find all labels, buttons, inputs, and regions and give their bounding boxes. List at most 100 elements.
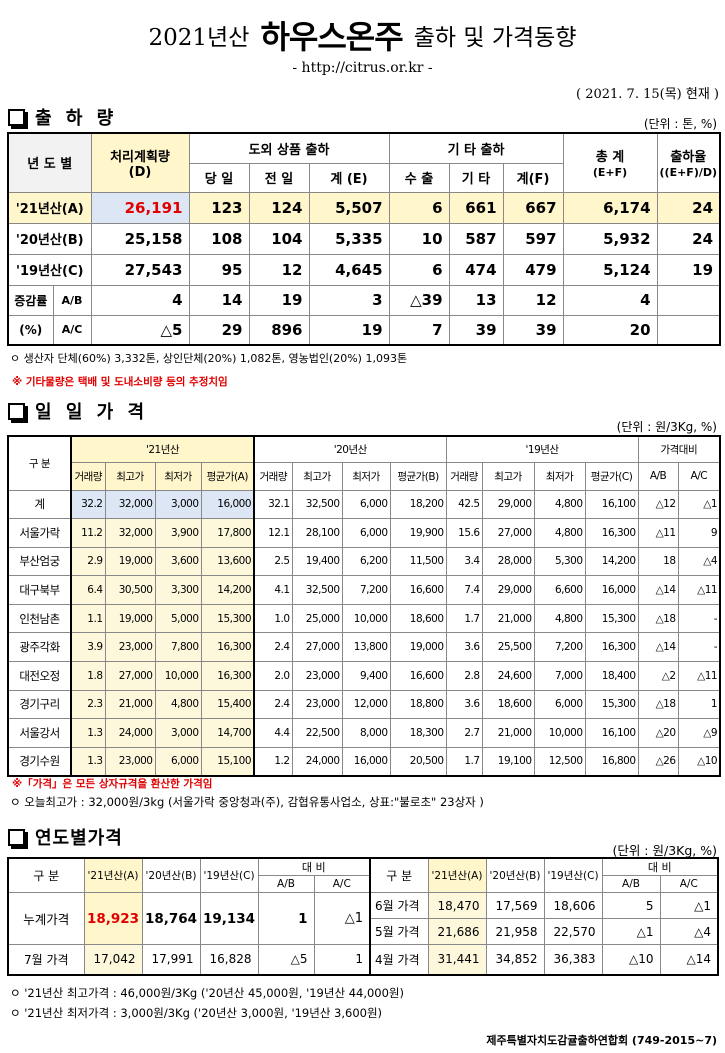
daily-market-name: 경기구리 (7, 689, 72, 720)
yearly-right-ab-header: A/B (601, 875, 661, 893)
shipping-export: 6 (388, 191, 450, 224)
col-sum-f-header: 계(F) (502, 162, 564, 193)
daily-max19: 29,000 (481, 575, 535, 605)
daily-price-unit: (단위 : 원/3Kg, %) (616, 420, 717, 434)
yearly-right-cell: 18,606 (543, 892, 603, 919)
shipping-daily: 123 (188, 191, 250, 224)
daily-max19: 24,600 (481, 661, 535, 691)
daily-avg19: 16,800 (584, 746, 639, 777)
checkbox-bullet-icon (8, 109, 25, 126)
shipping-sum_f: 667 (502, 191, 564, 224)
daily-v21: 1.3 (70, 746, 106, 777)
daily-market-name: 대전오정 (7, 661, 72, 691)
shipping-plan: 27,543 (90, 253, 190, 286)
daily-market-name: 인천남촌 (7, 603, 72, 634)
daily-vol20-header: 거래량 (253, 461, 293, 491)
yearly-left-cell: 19,134 (199, 892, 259, 945)
yearly-left-cell: 18,764 (141, 892, 201, 945)
daily-min21: 4,800 (154, 689, 202, 720)
shipping-daily: 108 (188, 222, 250, 255)
daily-avg20: 20,500 (389, 746, 447, 777)
daily-v20: 2.5 (253, 546, 293, 577)
daily-v21: 2.3 (70, 689, 106, 720)
col-prev-header: 전 일 (248, 162, 310, 193)
yearly-right-y19-header: '19년산(C) (543, 857, 603, 893)
daily-ab: △2 (637, 661, 679, 691)
daily-min21: 7,800 (154, 632, 202, 663)
shipping-prev: 19 (248, 284, 310, 316)
yearly-right-cell: △1 (601, 918, 661, 945)
daily-ac: △11 (677, 575, 721, 605)
daily-ab: △14 (637, 575, 679, 605)
shipping-sum_e: 5,335 (308, 222, 390, 255)
daily-max20: 23,000 (291, 661, 343, 691)
daily-v20: 2.0 (253, 661, 293, 691)
daily-min19: 6,000 (533, 689, 586, 720)
daily-max21: 21,000 (104, 689, 156, 720)
daily-min19: 10,000 (533, 718, 586, 748)
yearly-right-row-name: 4월 가격 (369, 944, 429, 975)
daily-v21: 1.3 (70, 718, 106, 748)
shipping-ratio: 24 (656, 191, 721, 224)
col-ratio-header: 출하율 ((E+F)/D) (656, 132, 721, 193)
daily-max21: 30,500 (104, 575, 156, 605)
yearly-right-cell: 36,383 (543, 944, 603, 975)
site-url[interactable]: - http://citrus.or.kr - (292, 60, 433, 76)
daily-min21: 10,000 (154, 661, 202, 691)
yearly-left-cell: △1 (313, 892, 371, 945)
shipping-plan: △5 (90, 314, 190, 346)
col-total-header: 총 계 (E+F) (562, 132, 658, 193)
shipping-year: '20년산(B) (7, 222, 92, 255)
daily-max21: 24,000 (104, 718, 156, 748)
daily-min20-header: 최저가 (341, 461, 391, 491)
shipping-prev: 124 (248, 191, 310, 224)
daily-avg21: 16,300 (200, 632, 256, 663)
shipping-total: 4 (562, 284, 658, 316)
yearly-left-cell: 17,991 (141, 944, 201, 975)
yearly-left-cell: △5 (257, 944, 315, 975)
shipping-diff-type: A/B (52, 284, 92, 316)
daily-avg21: 15,300 (200, 603, 256, 634)
daily-gubun-header: 구 분 (7, 435, 72, 491)
yearly-left-ac-header: A/C (313, 875, 371, 893)
daily-v21: 6.4 (70, 575, 106, 605)
shipping-prev: 12 (248, 253, 310, 286)
shipping-plan: 26,191 (90, 191, 190, 224)
daily-price-row: 부산엄궁 2.9 19,000 3,600 13,600 2.5 19,400 6,200 11… (7, 546, 721, 577)
daily-ab: △18 (637, 689, 679, 720)
shipping-diff-row: (%) A/C △5 29 896 19 7 39 39 20 (7, 314, 721, 346)
shipping-sum_e: 5,507 (308, 191, 390, 224)
daily-v19: 15.6 (445, 518, 483, 548)
daily-max19: 21,000 (481, 603, 535, 634)
daily-max21: 27,000 (104, 661, 156, 691)
daily-max19: 27,000 (481, 518, 535, 548)
daily-avg19: 16,100 (584, 718, 639, 748)
daily-avg21: 16,300 (200, 661, 256, 691)
daily-min20: 10,000 (341, 603, 391, 634)
shipping-etc: 661 (448, 191, 504, 224)
daily-min21: 3,600 (154, 546, 202, 577)
daily-min21: 3,000 (154, 718, 202, 748)
shipping-sum_f: 12 (502, 284, 564, 316)
daily-ac: - (677, 632, 721, 663)
yearly-right-row-name: 6월 가격 (369, 892, 429, 919)
shipping-sum_e: 3 (308, 284, 390, 316)
yearly-left-cell: 16,828 (199, 944, 259, 975)
daily-max19: 18,600 (481, 689, 535, 720)
yearly-left-cell: 17,042 (83, 944, 143, 975)
daily-max20: 22,500 (291, 718, 343, 748)
daily-min19: 4,800 (533, 489, 586, 520)
shipping-table: 년 도 별 처리계획량 (D) 도외 상품 출하 기 타 출하 총 계 (E+F) … (7, 132, 722, 346)
daily-price-row: 대전오정 1.8 27,000 10,000 16,300 2.0 23,000 9,400 1… (7, 661, 721, 691)
shipping-sum_f: 39 (502, 314, 564, 346)
daily-price-row: 경기구리 2.3 21,000 4,800 15,400 2.4 23,000 12,000 1… (7, 689, 721, 720)
shipping-diff-row: 증감률 A/B 4 14 19 3 △39 13 12 4 (7, 284, 721, 316)
daily-ac: 9 (677, 518, 721, 548)
yearly-right-ac-header: A/C (659, 875, 719, 893)
daily-avg19: 16,100 (584, 489, 639, 520)
daily-price-row: 계 32.2 32,000 3,000 16,000 32.1 32,500 6,000 18,… (7, 489, 721, 520)
daily-avg21: 17,800 (200, 518, 256, 548)
daily-min21: 6,000 (154, 746, 202, 777)
daily-ac-header: A/C (677, 461, 721, 491)
daily-max20: 28,100 (291, 518, 343, 548)
